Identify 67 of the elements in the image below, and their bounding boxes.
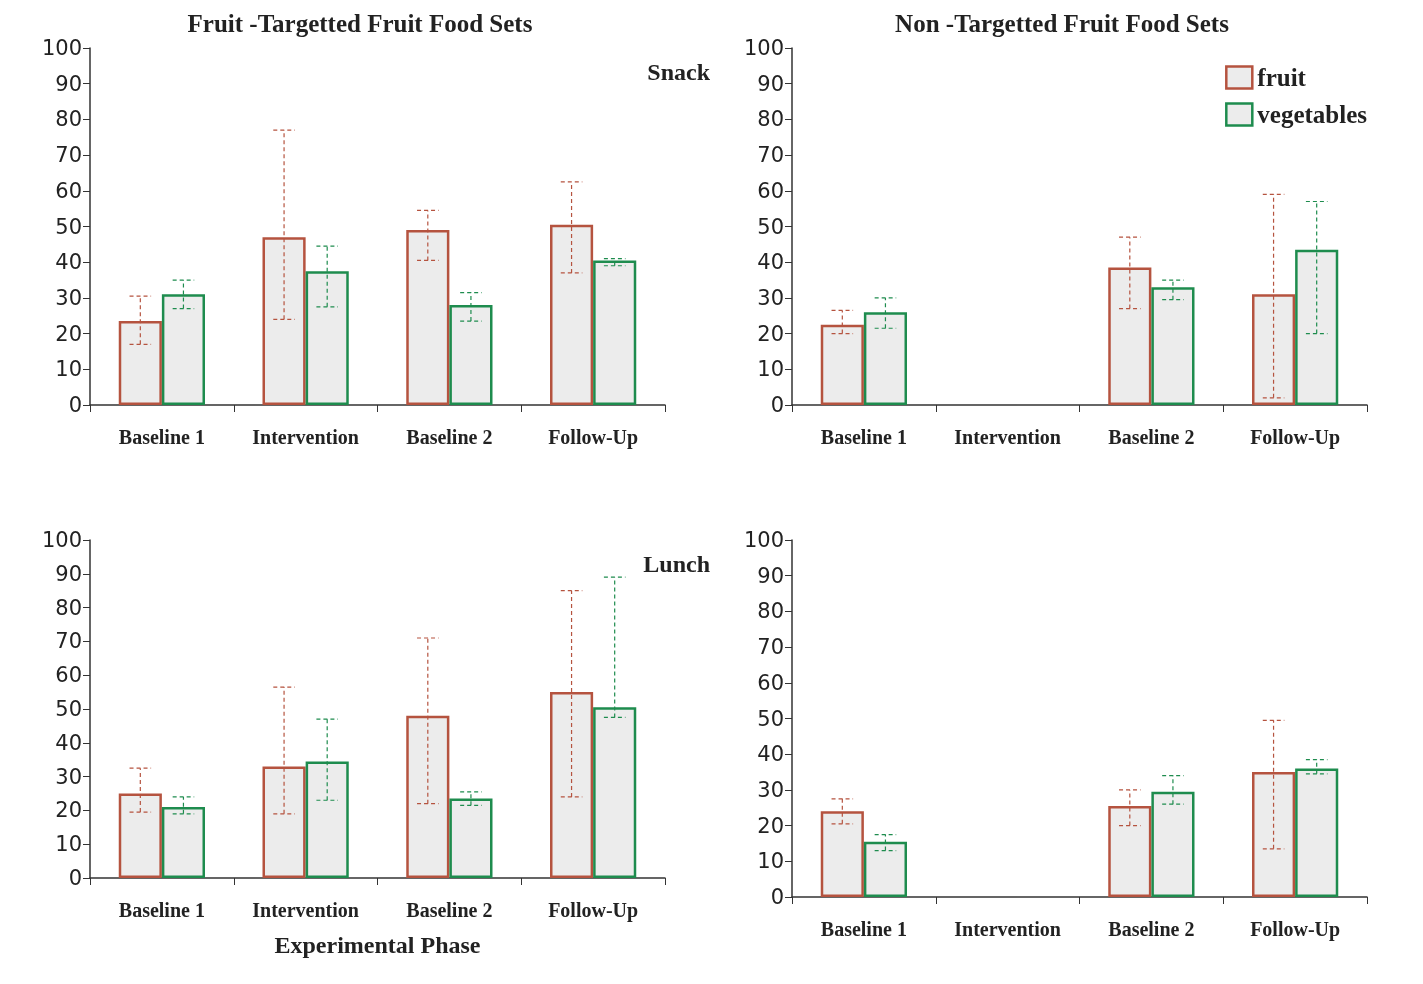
y-tick-label: 30: [55, 764, 82, 789]
y-tick-label: 10: [757, 849, 784, 874]
y-tick-label: 80: [757, 599, 784, 624]
y-tick-label: 30: [757, 285, 784, 310]
y-tick-label: 80: [55, 107, 82, 132]
y-tick-label: 70: [55, 143, 82, 168]
chart-title: Fruit -Targetted Fruit Food Sets: [187, 10, 533, 37]
y-tick-label: 70: [55, 629, 82, 654]
x-tick-label: Baseline 1: [820, 426, 907, 448]
x-tick-label: Baseline 2: [1108, 426, 1195, 448]
y-tick-label: 100: [743, 528, 784, 552]
y-tick-label: 60: [757, 670, 784, 695]
legend-label: fruit: [1257, 64, 1307, 91]
y-tick-label: 40: [757, 250, 784, 275]
y-tick-label: 0: [770, 885, 784, 909]
y-tick-label: 90: [55, 71, 82, 96]
x-tick-label: Intervention: [252, 426, 359, 448]
x-axis-title: Experimental Phase: [274, 932, 481, 958]
y-tick-label: 70: [757, 143, 784, 168]
x-tick-label: Baseline 1: [118, 899, 205, 921]
y-tick-label: 20: [55, 321, 82, 346]
y-tick-label: 50: [757, 706, 784, 731]
chart-title: Non -Targetted Fruit Food Sets: [895, 10, 1230, 37]
y-tick-label: 40: [55, 730, 82, 755]
y-tick-label: 20: [55, 798, 82, 823]
y-tick-label: 10: [757, 357, 784, 382]
x-tick-label: Intervention: [954, 426, 1061, 448]
y-tick-label: 60: [55, 663, 82, 688]
y-tick-label: 30: [757, 777, 784, 802]
x-tick-label: Follow-Up: [548, 426, 639, 449]
y-tick-label: 0: [770, 393, 784, 417]
annotation: Lunch: [643, 551, 710, 577]
y-tick-label: 40: [757, 742, 784, 767]
x-tick-label: Follow-Up: [1250, 918, 1341, 941]
y-tick-label: 20: [757, 813, 784, 838]
y-tick-label: 40: [55, 250, 82, 275]
y-tick-label: 90: [757, 71, 784, 96]
x-tick-label: Baseline 2: [406, 899, 493, 921]
y-tick-label: 80: [757, 107, 784, 132]
y-tick-label: 100: [41, 528, 82, 552]
y-tick-label: 70: [757, 635, 784, 660]
y-tick-label: 10: [55, 832, 82, 857]
y-tick-label: 0: [68, 866, 82, 890]
x-tick-label: Intervention: [252, 899, 359, 921]
x-tick-label: Intervention: [954, 918, 1061, 940]
y-tick-label: 100: [41, 36, 82, 60]
y-tick-label: 60: [757, 178, 784, 203]
y-tick-label: 80: [55, 595, 82, 620]
y-tick-label: 90: [55, 561, 82, 586]
x-tick-label: Baseline 1: [118, 426, 205, 448]
x-tick-label: Baseline 2: [406, 426, 493, 448]
y-tick-label: 20: [757, 321, 784, 346]
x-tick-label: Follow-Up: [1250, 426, 1341, 449]
x-tick-label: Baseline 1: [820, 918, 907, 940]
y-tick-label: 90: [757, 563, 784, 588]
y-tick-label: 60: [55, 178, 82, 203]
x-tick-label: Follow-Up: [548, 899, 639, 922]
y-tick-label: 50: [55, 214, 82, 239]
y-tick-label: 50: [757, 214, 784, 239]
x-tick-label: Baseline 2: [1108, 918, 1195, 940]
annotation: Snack: [647, 59, 711, 85]
y-tick-label: 10: [55, 357, 82, 382]
y-tick-label: 30: [55, 285, 82, 310]
y-tick-label: 0: [68, 393, 82, 417]
y-tick-label: 100: [743, 36, 784, 60]
y-tick-label: 50: [55, 697, 82, 721]
legend-label: vegetables: [1257, 101, 1368, 128]
